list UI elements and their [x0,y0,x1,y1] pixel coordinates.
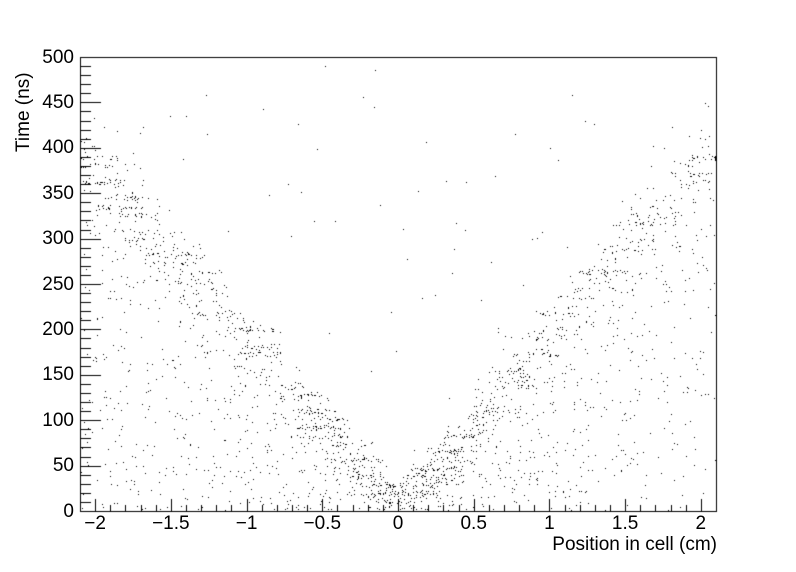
y-tick-label-6: 300 [42,228,74,250]
y-tick-label-4: 200 [42,318,74,340]
x-tick-label-0: −2 [84,513,106,534]
x-tick-label-5: 0.5 [460,513,487,534]
x-tick-label-6: 1 [544,513,555,534]
x-tick-label-1: −1.5 [152,513,190,534]
x-tick-label-7: 1.5 [611,513,639,534]
y-tick-label-8: 400 [42,137,74,159]
y-tick-label-5: 250 [42,273,74,295]
x-tick-label-2: −1 [235,513,258,534]
y-tick-label-3: 150 [42,364,74,386]
y-tick-label-2: 100 [42,409,74,431]
y-tick-label-7: 350 [42,182,74,204]
y-tick-label-9: 450 [42,91,74,113]
y-tick-label-0: 0 [63,500,74,522]
x-tick-label-8: 2 [695,513,707,534]
y-tick-label-10: 500 [42,46,74,68]
x-tick-label-4: 0 [392,513,404,534]
x-tick-label-3: −0.5 [303,513,342,534]
x-axis-title: Position in cell (cm) [552,534,717,555]
y-tick-label-1: 50 [52,455,74,477]
